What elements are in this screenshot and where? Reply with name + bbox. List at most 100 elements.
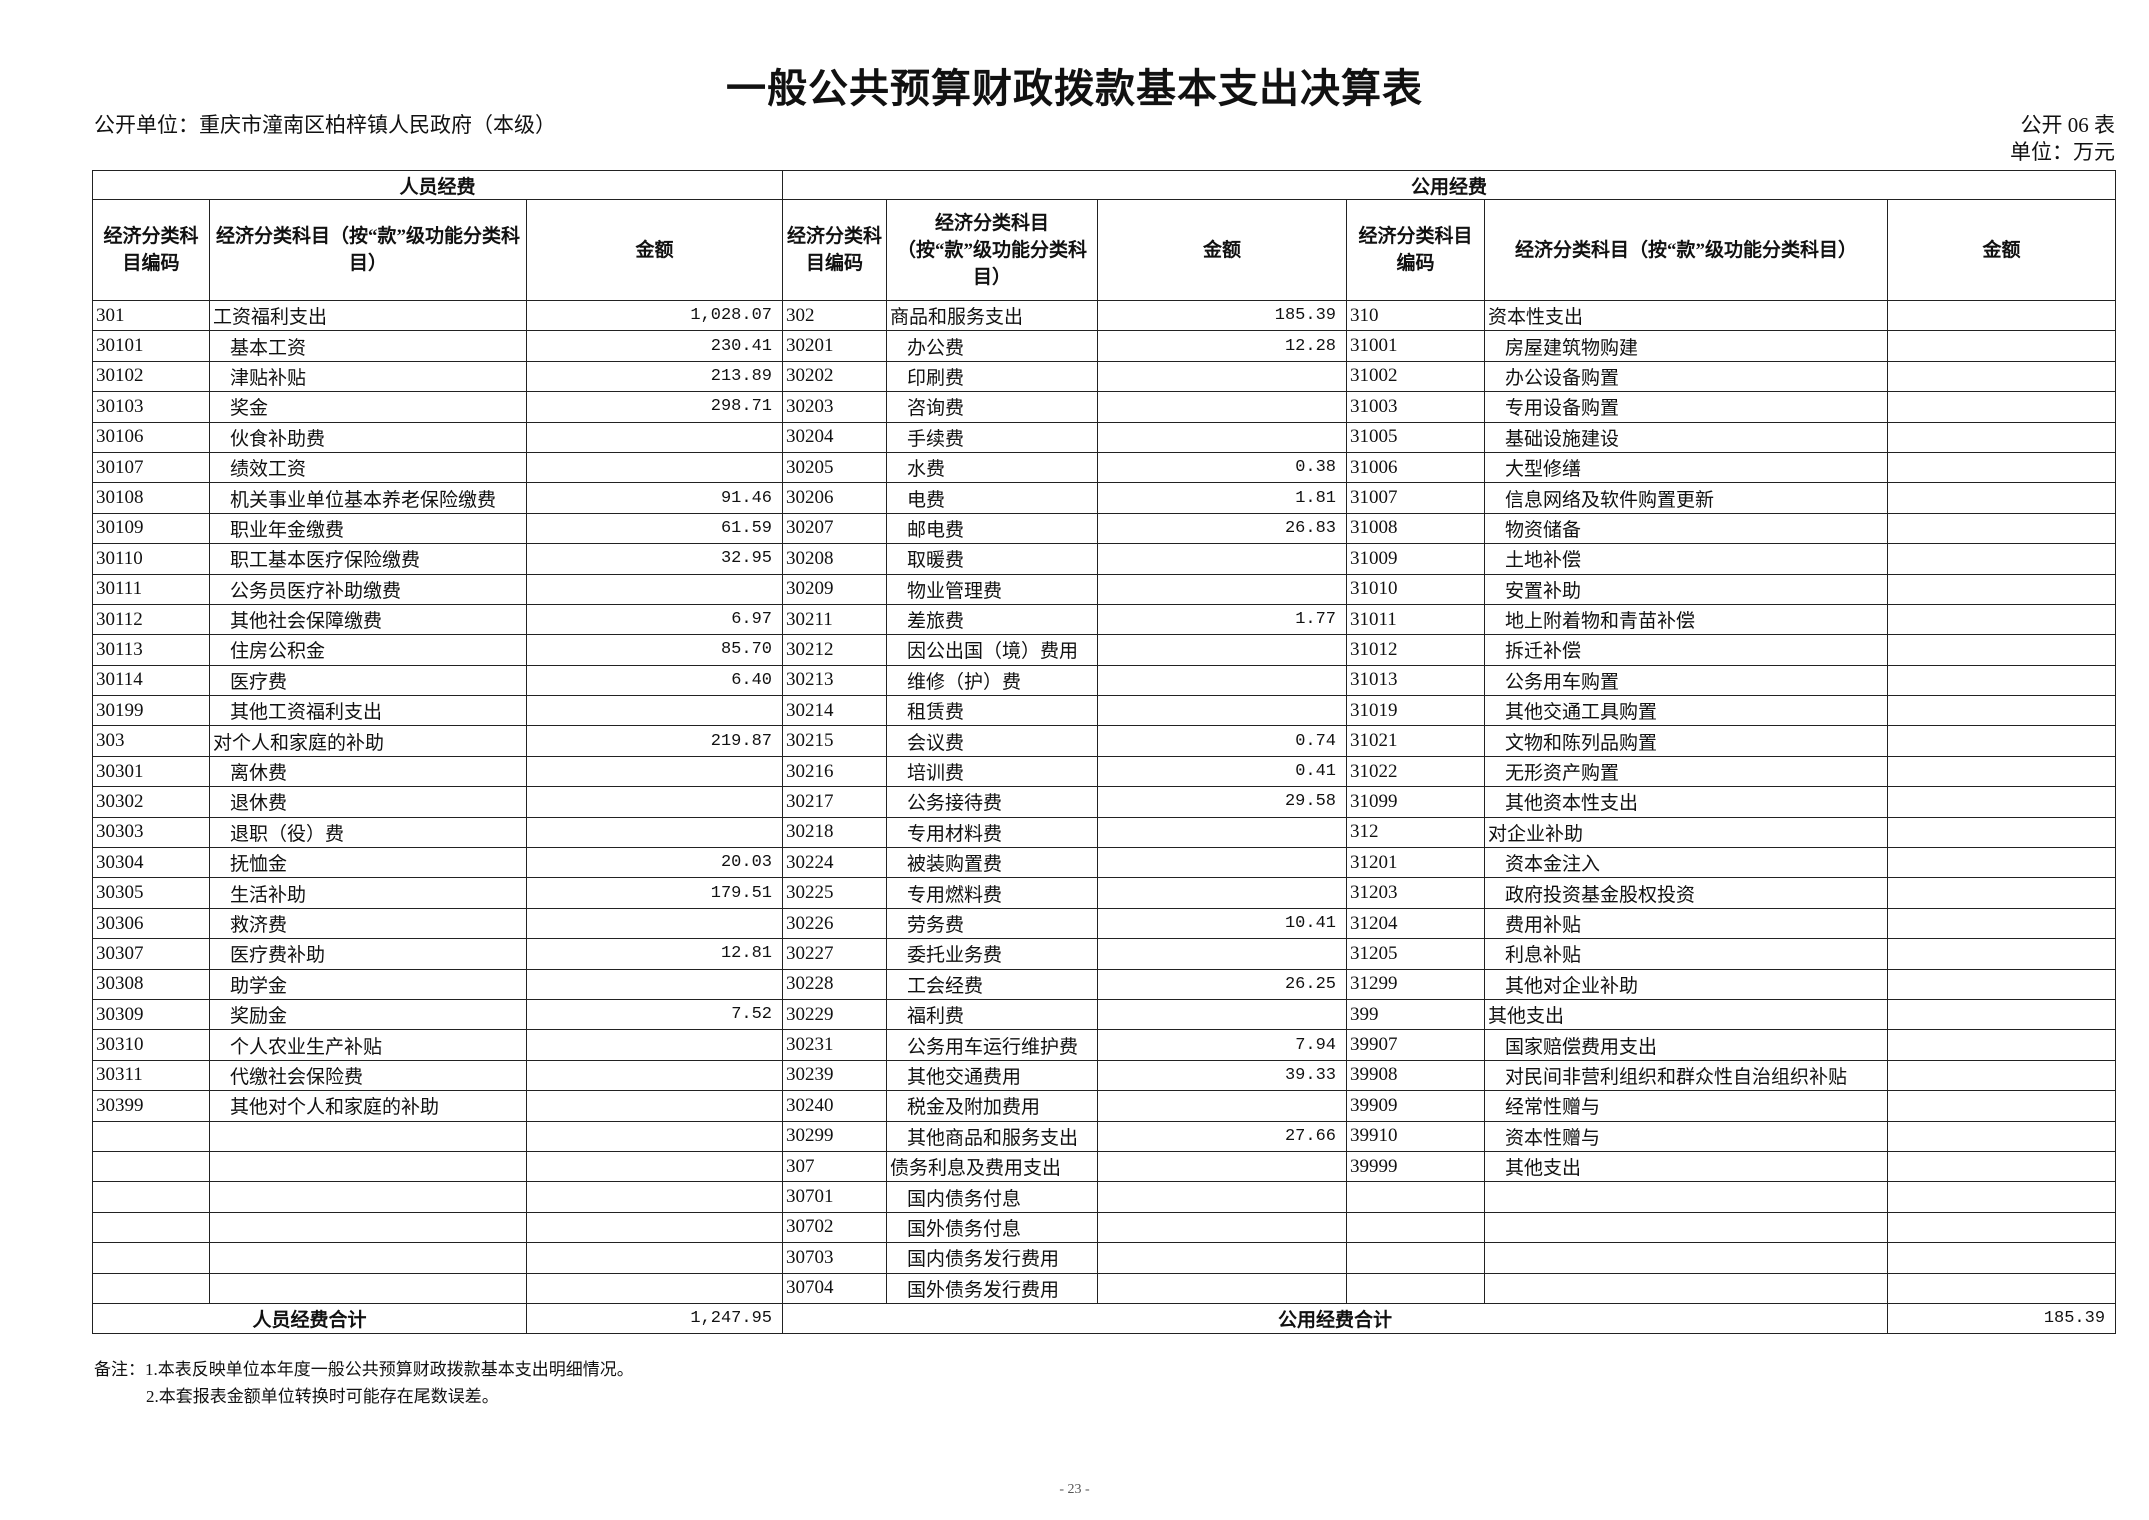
notes: 备注：1.本表反映单位本年度一般公共预算财政拨款基本支出明细情况。 2.本套报表…	[94, 1356, 634, 1410]
code-cell: 31007	[1346, 482, 1485, 514]
empty-cell	[92, 1211, 210, 1244]
amount-cell: 230.41	[526, 330, 783, 362]
name-cell: 办公费	[886, 330, 1098, 362]
table-row: 30107 绩效工资 30205 水费 0.38 31006 大型修缮	[92, 451, 2117, 484]
amount-cell	[1097, 664, 1347, 697]
table-row: 30302 退休费 30217 公务接待费 29.58 31099 其他资本性支出	[92, 786, 2117, 818]
code-cell: 30305	[92, 877, 210, 909]
personnel-total-label: 人员经费合计	[92, 1302, 527, 1334]
code-cell: 310	[1346, 299, 1485, 332]
table-row: 30110 职工基本医疗保险缴费 32.95 30208 取暖费 31009 土地补偿	[92, 543, 2117, 575]
name-cell: 物资储备	[1484, 512, 1888, 545]
empty-cell	[1484, 1272, 1888, 1304]
amount-cell: 91.46	[526, 482, 783, 514]
name-cell: 其他支出	[1484, 1150, 1888, 1183]
code-cell: 30107	[92, 451, 210, 484]
code-cell: 31204	[1346, 907, 1485, 940]
code-cell: 30306	[92, 907, 210, 940]
name-cell: 无形资产购置	[1484, 755, 1888, 788]
code-cell: 30308	[92, 968, 210, 1000]
table-row: 30703 国内债务发行费用	[92, 1242, 2117, 1274]
empty-cell	[1886, 1272, 2117, 1304]
name-cell: 救济费	[209, 907, 527, 940]
amount-cell	[526, 1029, 783, 1061]
amount-cell: 7.94	[1097, 1029, 1347, 1061]
empty-cell	[526, 1211, 783, 1244]
amount-cell: 61.59	[526, 512, 783, 545]
empty-cell	[92, 1150, 210, 1183]
amount-cell	[1886, 482, 2117, 514]
code-cell: 30199	[92, 695, 210, 727]
name-cell: 经常性赠与	[1484, 1090, 1888, 1122]
name-cell: 公务员医疗补助缴费	[209, 573, 527, 605]
table-row: 303 对个人和家庭的补助 219.87 30215 会议费 0.74 31021 文物和陈列…	[92, 725, 2117, 757]
name-cell: 委托业务费	[886, 938, 1098, 970]
amount-cell	[1886, 664, 2117, 697]
table-row: 30113 住房公积金 85.70 30212 因公出国（境）费用 31012 拆迁补偿	[92, 634, 2117, 666]
name-cell: 职工基本医疗保险缴费	[209, 543, 527, 575]
code-cell: 30209	[782, 573, 887, 605]
name-cell: 国外债务付息	[886, 1211, 1098, 1244]
note-2: 2.本套报表金额单位转换时可能存在尾数误差。	[146, 1387, 499, 1406]
empty-cell	[526, 1272, 783, 1304]
amount-cell: 27.66	[1097, 1120, 1347, 1152]
amount-cell	[1097, 695, 1347, 727]
name-cell: 基础设施建设	[1484, 421, 1888, 453]
table-row: 30307 医疗费补助 12.81 30227 委托业务费 31205 利息补贴	[92, 938, 2117, 970]
amount-cell	[1886, 786, 2117, 818]
empty-cell	[1886, 1181, 2117, 1213]
name-cell: 税金及附加费用	[886, 1090, 1098, 1122]
table-row: 30109 职业年金缴费 61.59 30207 邮电费 26.83 31008 物资储备	[92, 512, 2117, 545]
empty-cell	[92, 1242, 210, 1274]
empty-cell	[526, 1181, 783, 1213]
code-cell: 312	[1346, 816, 1485, 849]
empty-cell	[209, 1272, 527, 1304]
code-cell: 31006	[1346, 451, 1485, 484]
amount-cell: 6.97	[526, 603, 783, 636]
amount-cell	[1886, 451, 2117, 484]
name-cell: 工会经费	[886, 968, 1098, 1000]
amount-cell	[526, 451, 783, 484]
header-code: 经济分类科目编码	[782, 199, 887, 301]
code-cell: 31022	[1346, 755, 1485, 788]
name-cell: 公务用车运行维护费	[886, 1029, 1098, 1061]
name-cell: 工资福利支出	[209, 299, 527, 332]
name-cell: 生活补助	[209, 877, 527, 909]
name-cell: 利息补贴	[1484, 938, 1888, 970]
name-cell: 代缴社会保险费	[209, 1059, 527, 1092]
code-cell: 31011	[1346, 603, 1485, 636]
name-cell: 债务利息及费用支出	[886, 1150, 1098, 1183]
code-cell: 30311	[92, 1059, 210, 1092]
expenditure-table: 人员经费 公用经费 经济分类科目编码 经济分类科目（按“款”级功能分类科目） 金…	[92, 170, 2117, 1334]
name-cell: 国外债务发行费用	[886, 1272, 1098, 1304]
code-cell: 30217	[782, 786, 887, 818]
amount-cell: 185.39	[1097, 299, 1347, 332]
group-header-row: 人员经费 公用经费	[92, 170, 2117, 200]
amount-cell	[1097, 1242, 1347, 1274]
header-amount: 金额	[1097, 199, 1347, 301]
code-cell: 30108	[92, 482, 210, 514]
table-row: 30106 伙食补助费 30204 手续费 31005 基础设施建设	[92, 421, 2117, 453]
empty-cell	[1346, 1181, 1485, 1213]
code-cell: 30399	[92, 1090, 210, 1122]
table-row: 30311 代缴社会保险费 30239 其他交通费用 39.33 39908 对民间非营利组…	[92, 1059, 2117, 1092]
code-cell: 30109	[92, 512, 210, 545]
code-cell: 302	[782, 299, 887, 332]
table-row: 30108 机关事业单位基本养老保险缴费 91.46 30206 电费 1.81 31007…	[92, 482, 2117, 514]
code-cell: 399	[1346, 998, 1485, 1031]
amount-cell	[1097, 634, 1347, 666]
amount-cell	[1886, 755, 2117, 788]
name-cell: 专用材料费	[886, 816, 1098, 849]
name-cell: 国内债务发行费用	[886, 1242, 1098, 1274]
amount-cell	[526, 421, 783, 453]
name-cell: 对民间非营利组织和群众性自治组织补贴	[1484, 1059, 1888, 1092]
empty-cell	[92, 1120, 210, 1152]
name-cell: 其他交通费用	[886, 1059, 1098, 1092]
name-cell: 房屋建筑物购建	[1484, 330, 1888, 362]
empty-cell	[526, 1150, 783, 1183]
code-cell: 31205	[1346, 938, 1485, 970]
amount-cell	[1886, 330, 2117, 362]
name-cell: 电费	[886, 482, 1098, 514]
code-cell: 30213	[782, 664, 887, 697]
code-cell: 31002	[1346, 360, 1485, 393]
